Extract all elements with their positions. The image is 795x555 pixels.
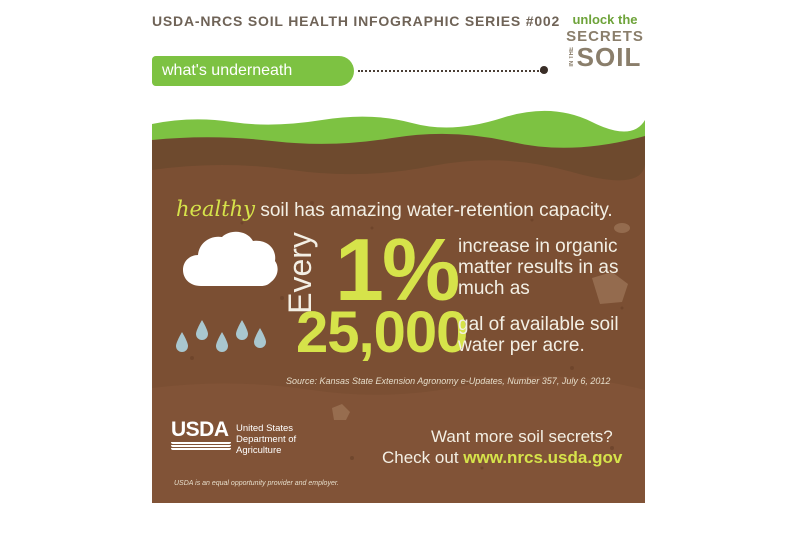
headline-rest: soil has amazing water-retention capacit… [260, 200, 613, 221]
cta-line: Check out www.nrcs.usda.gov [382, 448, 622, 468]
cta-question: Want more soil secrets? [431, 427, 613, 446]
gallons-figure: 25,000 [296, 300, 468, 365]
usda-department: United States Department of Agriculture [236, 423, 297, 456]
organic-matter-text: increase in organic matter results in as… [458, 236, 619, 299]
raindrop-icon [176, 332, 188, 352]
nrcs-link[interactable]: www.nrcs.usda.gov [463, 448, 623, 467]
series-title: USDA-NRCS SOIL HEALTH INFOGRAPHIC SERIES… [152, 13, 561, 29]
section-tab: what's underneath [152, 56, 354, 86]
usda-word: USDA [171, 418, 229, 441]
cta-prefix: Check out [382, 448, 459, 467]
logo-line-2: SECRETS [566, 28, 644, 45]
water-per-acre-text: gal of available soil water per acre. [458, 314, 619, 356]
source-citation: Source: Kansas State Extension Agronomy … [286, 376, 611, 386]
grass-layer [152, 110, 645, 148]
equal-opportunity-note: USDA is an equal opportunity provider an… [174, 480, 339, 487]
section-tab-label: what's underneath [162, 62, 293, 79]
usda-logo: USDA [171, 419, 233, 455]
healthy-word: healthy [176, 197, 256, 221]
cloud-icon [183, 231, 278, 286]
logo-line-3: SOIL [576, 42, 642, 72]
raindrop-icon [196, 320, 208, 340]
logo-tiny: IN THE [568, 47, 575, 67]
dotted-connector [358, 70, 542, 72]
raindrop-icon [236, 320, 248, 340]
headline: healthy soil has amazing water-retention… [176, 197, 613, 222]
connector-dot [540, 66, 548, 74]
raindrop-icon [216, 332, 228, 352]
every-label: Every [281, 232, 318, 314]
unlock-secrets-logo: unlock the SECRETS IN THE SOIL [560, 6, 650, 82]
soil-panel [152, 110, 645, 503]
raindrop-icon [254, 328, 266, 348]
soil-lower-band [152, 376, 645, 503]
raindrops [176, 320, 266, 352]
percent-figure: 1% [335, 220, 460, 319]
logo-line-1: unlock the [572, 12, 638, 27]
